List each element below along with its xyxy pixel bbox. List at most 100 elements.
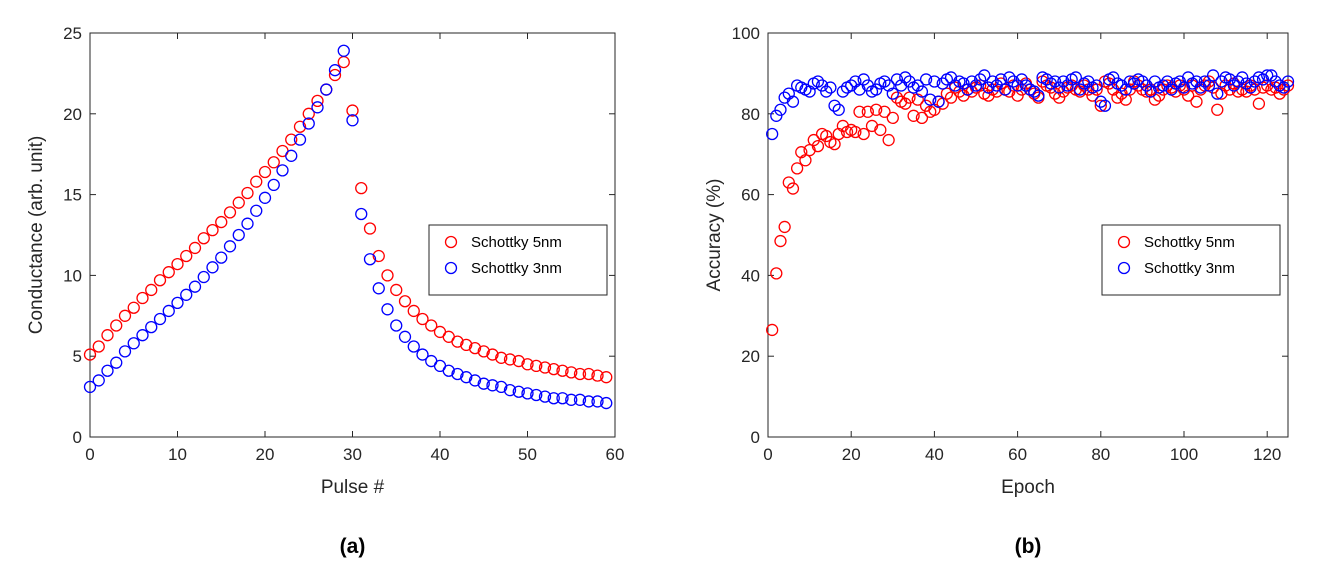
marker	[1198, 75, 1211, 88]
x-tick-label: 80	[1091, 445, 1110, 464]
panel-label: (a)	[340, 535, 366, 558]
marker	[556, 364, 569, 377]
marker	[1032, 89, 1045, 102]
marker	[824, 81, 837, 94]
x-tick-label: 0	[763, 445, 772, 464]
x-tick-label: 60	[1008, 445, 1027, 464]
x-tick-label: 40	[925, 445, 944, 464]
marker	[83, 348, 97, 361]
marker	[1281, 75, 1295, 88]
marker	[890, 91, 904, 104]
marker	[766, 323, 779, 337]
marker	[328, 64, 342, 77]
x-tick-label: 0	[85, 445, 94, 464]
x-tick-label: 40	[431, 445, 450, 464]
marker	[857, 127, 870, 141]
x-axis-label: Pulse #	[321, 477, 385, 498]
marker	[957, 77, 970, 90]
marker	[1240, 77, 1253, 90]
marker	[512, 354, 525, 368]
marker	[538, 390, 552, 403]
marker	[1261, 69, 1274, 82]
marker	[820, 85, 833, 98]
marker	[416, 312, 429, 326]
marker	[1098, 99, 1112, 112]
marker	[600, 371, 613, 384]
legend-label: Schottky 5nm	[1144, 234, 1235, 251]
marker	[573, 393, 587, 406]
marker	[127, 337, 140, 350]
marker	[1223, 83, 1236, 96]
legend-box	[428, 224, 608, 296]
marker	[302, 107, 315, 120]
marker	[1240, 85, 1253, 98]
marker	[899, 71, 912, 84]
marker	[92, 340, 105, 353]
marker	[1211, 103, 1224, 116]
y-tick-label: 10	[63, 266, 82, 285]
marker	[1127, 77, 1141, 90]
marker	[215, 251, 228, 264]
marker	[1028, 85, 1041, 98]
marker	[486, 379, 499, 392]
marker	[870, 83, 883, 96]
marker	[899, 97, 912, 110]
marker	[911, 79, 924, 92]
marker	[936, 77, 949, 90]
marker	[241, 186, 254, 200]
marker	[1019, 79, 1033, 92]
marker	[1011, 89, 1024, 102]
marker	[451, 367, 464, 381]
marker	[965, 75, 978, 88]
marker	[836, 85, 850, 98]
series	[83, 44, 613, 410]
marker	[786, 182, 800, 195]
marker	[1048, 87, 1062, 100]
marker	[110, 356, 123, 369]
y-tick-label: 100	[732, 24, 760, 43]
panel-label: (b)	[1015, 535, 1042, 558]
marker	[468, 374, 482, 387]
marker	[215, 215, 228, 229]
x-tick-label: 60	[606, 445, 625, 464]
marker	[1061, 79, 1074, 92]
marker	[206, 261, 219, 274]
marker	[1202, 75, 1216, 88]
marker	[565, 393, 578, 406]
y-tick-label: 40	[741, 266, 760, 285]
x-tick-label: 100	[1170, 445, 1198, 464]
marker	[547, 362, 560, 376]
marker	[1277, 81, 1290, 94]
x-tick-label: 120	[1253, 445, 1281, 464]
marker	[1190, 95, 1203, 108]
marker	[311, 101, 324, 114]
marker	[573, 367, 587, 381]
marker	[538, 361, 552, 374]
marker	[355, 207, 368, 221]
marker	[372, 249, 385, 263]
marker	[1273, 87, 1286, 100]
legend-marker	[444, 261, 458, 275]
marker	[285, 149, 298, 162]
marker	[940, 87, 954, 100]
marker	[799, 154, 812, 167]
marker	[932, 95, 945, 108]
marker	[530, 359, 543, 373]
marker	[774, 234, 787, 248]
marker	[1227, 79, 1241, 92]
marker	[815, 79, 829, 92]
marker	[521, 358, 534, 371]
marker	[874, 123, 887, 137]
marker	[503, 383, 517, 397]
marker	[197, 270, 210, 284]
y-tick-label: 80	[741, 105, 760, 124]
marker	[188, 280, 202, 293]
marker	[407, 304, 420, 318]
marker	[346, 104, 359, 117]
marker	[998, 83, 1012, 96]
x-axis-label: Epoch	[1001, 477, 1055, 498]
marker	[1094, 95, 1107, 108]
marker	[1102, 77, 1116, 90]
marker	[591, 395, 604, 408]
